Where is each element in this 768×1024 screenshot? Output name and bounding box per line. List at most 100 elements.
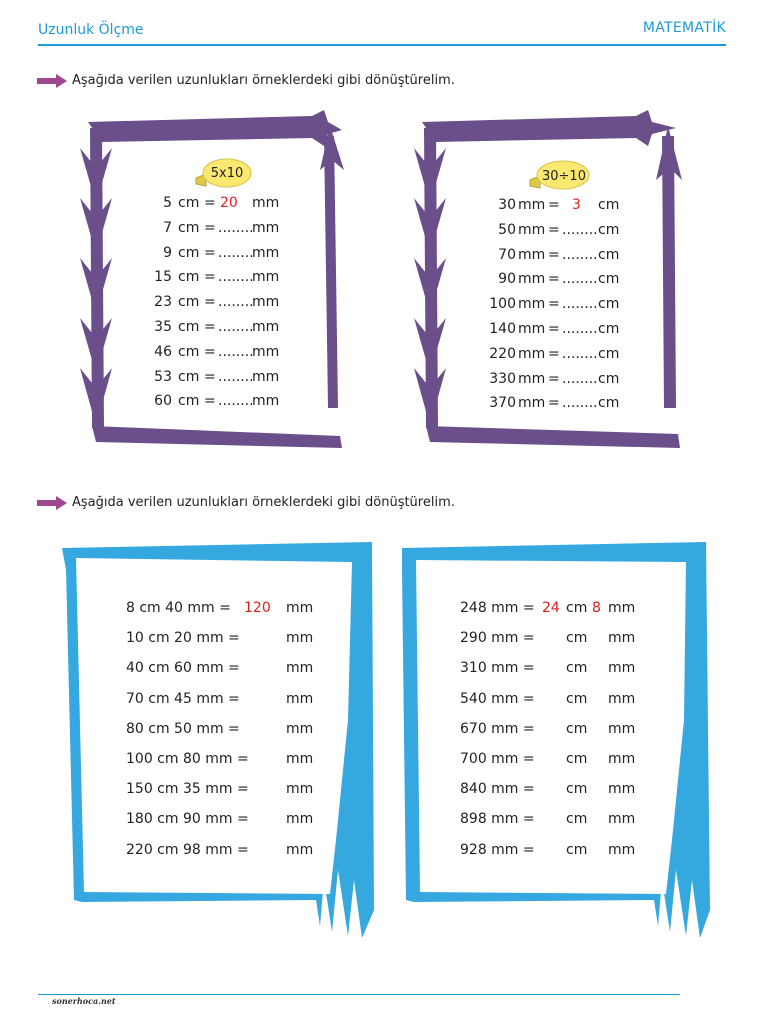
- conversion-row: 898 mm = cm mm: [460, 811, 660, 829]
- row-unit-from: cm: [178, 294, 200, 311]
- row-value: 370: [489, 395, 516, 412]
- row-unit-to: mm: [252, 393, 280, 410]
- instruction-2: Aşağıda verilen uzunlukları örneklerdeki…: [36, 495, 455, 510]
- row-mm-unit: mm: [608, 781, 636, 798]
- instruction-2-text: Aşağıda verilen uzunlukları örneklerdeki…: [72, 495, 455, 510]
- row-expression: 840 mm =: [460, 781, 535, 798]
- row-mm-unit: mm: [608, 811, 636, 828]
- row-value: 53: [154, 368, 172, 385]
- row-unit-to: mm: [252, 319, 280, 335]
- bulb-hint-text: 30÷10: [542, 169, 586, 184]
- conversion-row: 90 mm =........ cm: [482, 271, 652, 289]
- row-unit-from: cm: [178, 244, 200, 261]
- row-unit-from: cm: [178, 319, 200, 335]
- row-unit-from: cm: [178, 393, 200, 410]
- header-divider: [38, 44, 726, 46]
- row-unit: mm: [286, 781, 314, 798]
- row-value: 23: [154, 294, 172, 311]
- row-unit-to: mm: [252, 368, 280, 385]
- conversion-row: 7 cm =........ mm: [150, 220, 300, 238]
- row-cm-answer: 24: [542, 600, 560, 616]
- row-value: 15: [154, 269, 172, 286]
- conversion-row: 70 cm 45 mm = mm: [126, 691, 326, 709]
- row-value: 7: [163, 219, 172, 236]
- row-expression: 100 cm 80 mm =: [126, 751, 249, 767]
- row-value: 5: [163, 195, 172, 211]
- row-equals: =: [548, 370, 560, 387]
- row-unit: mm: [286, 811, 314, 828]
- row-equals: =: [548, 321, 560, 337]
- row-value: 90: [498, 271, 516, 288]
- row-expression: 310 mm =: [460, 660, 535, 677]
- row-unit-from: mm: [518, 296, 546, 313]
- row-cm-unit: cm: [566, 720, 588, 737]
- page-title: Uzunluk Ölçme: [38, 22, 144, 38]
- row-unit-to: cm: [598, 296, 620, 313]
- row-answer: 3: [572, 197, 581, 213]
- row-answer: ........: [218, 393, 254, 410]
- row-answer: ........: [562, 321, 598, 337]
- row-unit-from: mm: [518, 197, 546, 213]
- conversion-row: 5 cm = 20 mm: [150, 195, 300, 213]
- row-equals: =: [204, 195, 216, 211]
- row-unit: mm: [286, 660, 314, 677]
- row-cm-unit: cm: [566, 630, 588, 647]
- conversion-row: 100 cm 80 mm = mm: [126, 751, 326, 769]
- row-mm-unit: mm: [608, 751, 636, 767]
- row-answer: ........: [562, 345, 598, 362]
- row-equals: =: [204, 393, 216, 410]
- row-expression: 248 mm =: [460, 600, 535, 616]
- conversion-row: 220 mm =........ cm: [482, 346, 652, 364]
- row-answer: ........: [218, 319, 254, 335]
- row-equals: =: [548, 246, 560, 263]
- row-unit-from: cm: [178, 343, 200, 360]
- conversion-row: 9 cm =........ mm: [150, 245, 300, 263]
- conversion-row: 700 mm = cm mm: [460, 751, 660, 769]
- conversion-row: 670 mm = cm mm: [460, 721, 660, 739]
- row-mm-unit: mm: [608, 630, 636, 647]
- row-value: 30: [498, 197, 516, 213]
- row-answer: ........: [562, 221, 598, 238]
- row-cm-unit: cm: [566, 811, 588, 828]
- row-equals: =: [548, 221, 560, 238]
- row-unit-to: mm: [252, 294, 280, 311]
- arrow-right-icon: [37, 495, 67, 510]
- row-expression: 180 cm 90 mm =: [126, 811, 249, 828]
- blue-frame-right: [402, 542, 710, 938]
- conversion-row: 60 cm =........ mm: [150, 393, 300, 411]
- row-value: 9: [163, 244, 172, 261]
- row-value: 220: [489, 345, 516, 362]
- row-mm-unit: mm: [608, 600, 636, 616]
- row-unit: mm: [286, 751, 314, 767]
- bulb-hint-left: 5x10: [195, 158, 252, 188]
- row-mm-unit: mm: [608, 690, 636, 707]
- row-unit-to: mm: [252, 219, 280, 236]
- row-equals: =: [204, 343, 216, 360]
- row-unit-from: mm: [518, 345, 546, 362]
- conversion-row: 290 mm = cm mm: [460, 630, 660, 648]
- row-mm-unit: mm: [608, 660, 636, 677]
- conversion-row: 248 mm = 24 cm 8 mm: [460, 600, 660, 618]
- row-answer: ........: [562, 370, 598, 387]
- row-answer: ........: [562, 271, 598, 288]
- row-unit-from: mm: [518, 395, 546, 412]
- row-expression: 10 cm 20 mm =: [126, 630, 240, 647]
- row-unit-from: cm: [178, 368, 200, 385]
- purple-frame-right: [414, 110, 682, 448]
- row-expression: 150 cm 35 mm =: [126, 781, 249, 798]
- row-value: 60: [154, 393, 172, 410]
- conversion-row: 220 cm 98 mm = mm: [126, 842, 326, 860]
- row-expression: 8 cm 40 mm =: [126, 600, 231, 616]
- row-value: 35: [154, 319, 172, 335]
- row-value: 140: [489, 321, 516, 337]
- conversion-row: 53 cm =........ mm: [150, 369, 300, 387]
- row-expression: 700 mm =: [460, 751, 535, 767]
- row-value: 70: [498, 246, 516, 263]
- row-expression: 540 mm =: [460, 690, 535, 707]
- row-answer: 120: [244, 600, 271, 616]
- row-unit: mm: [286, 600, 314, 616]
- row-equals: =: [204, 219, 216, 236]
- row-unit: mm: [286, 720, 314, 737]
- row-unit-to: cm: [598, 395, 620, 412]
- arrow-right-icon: [37, 73, 67, 88]
